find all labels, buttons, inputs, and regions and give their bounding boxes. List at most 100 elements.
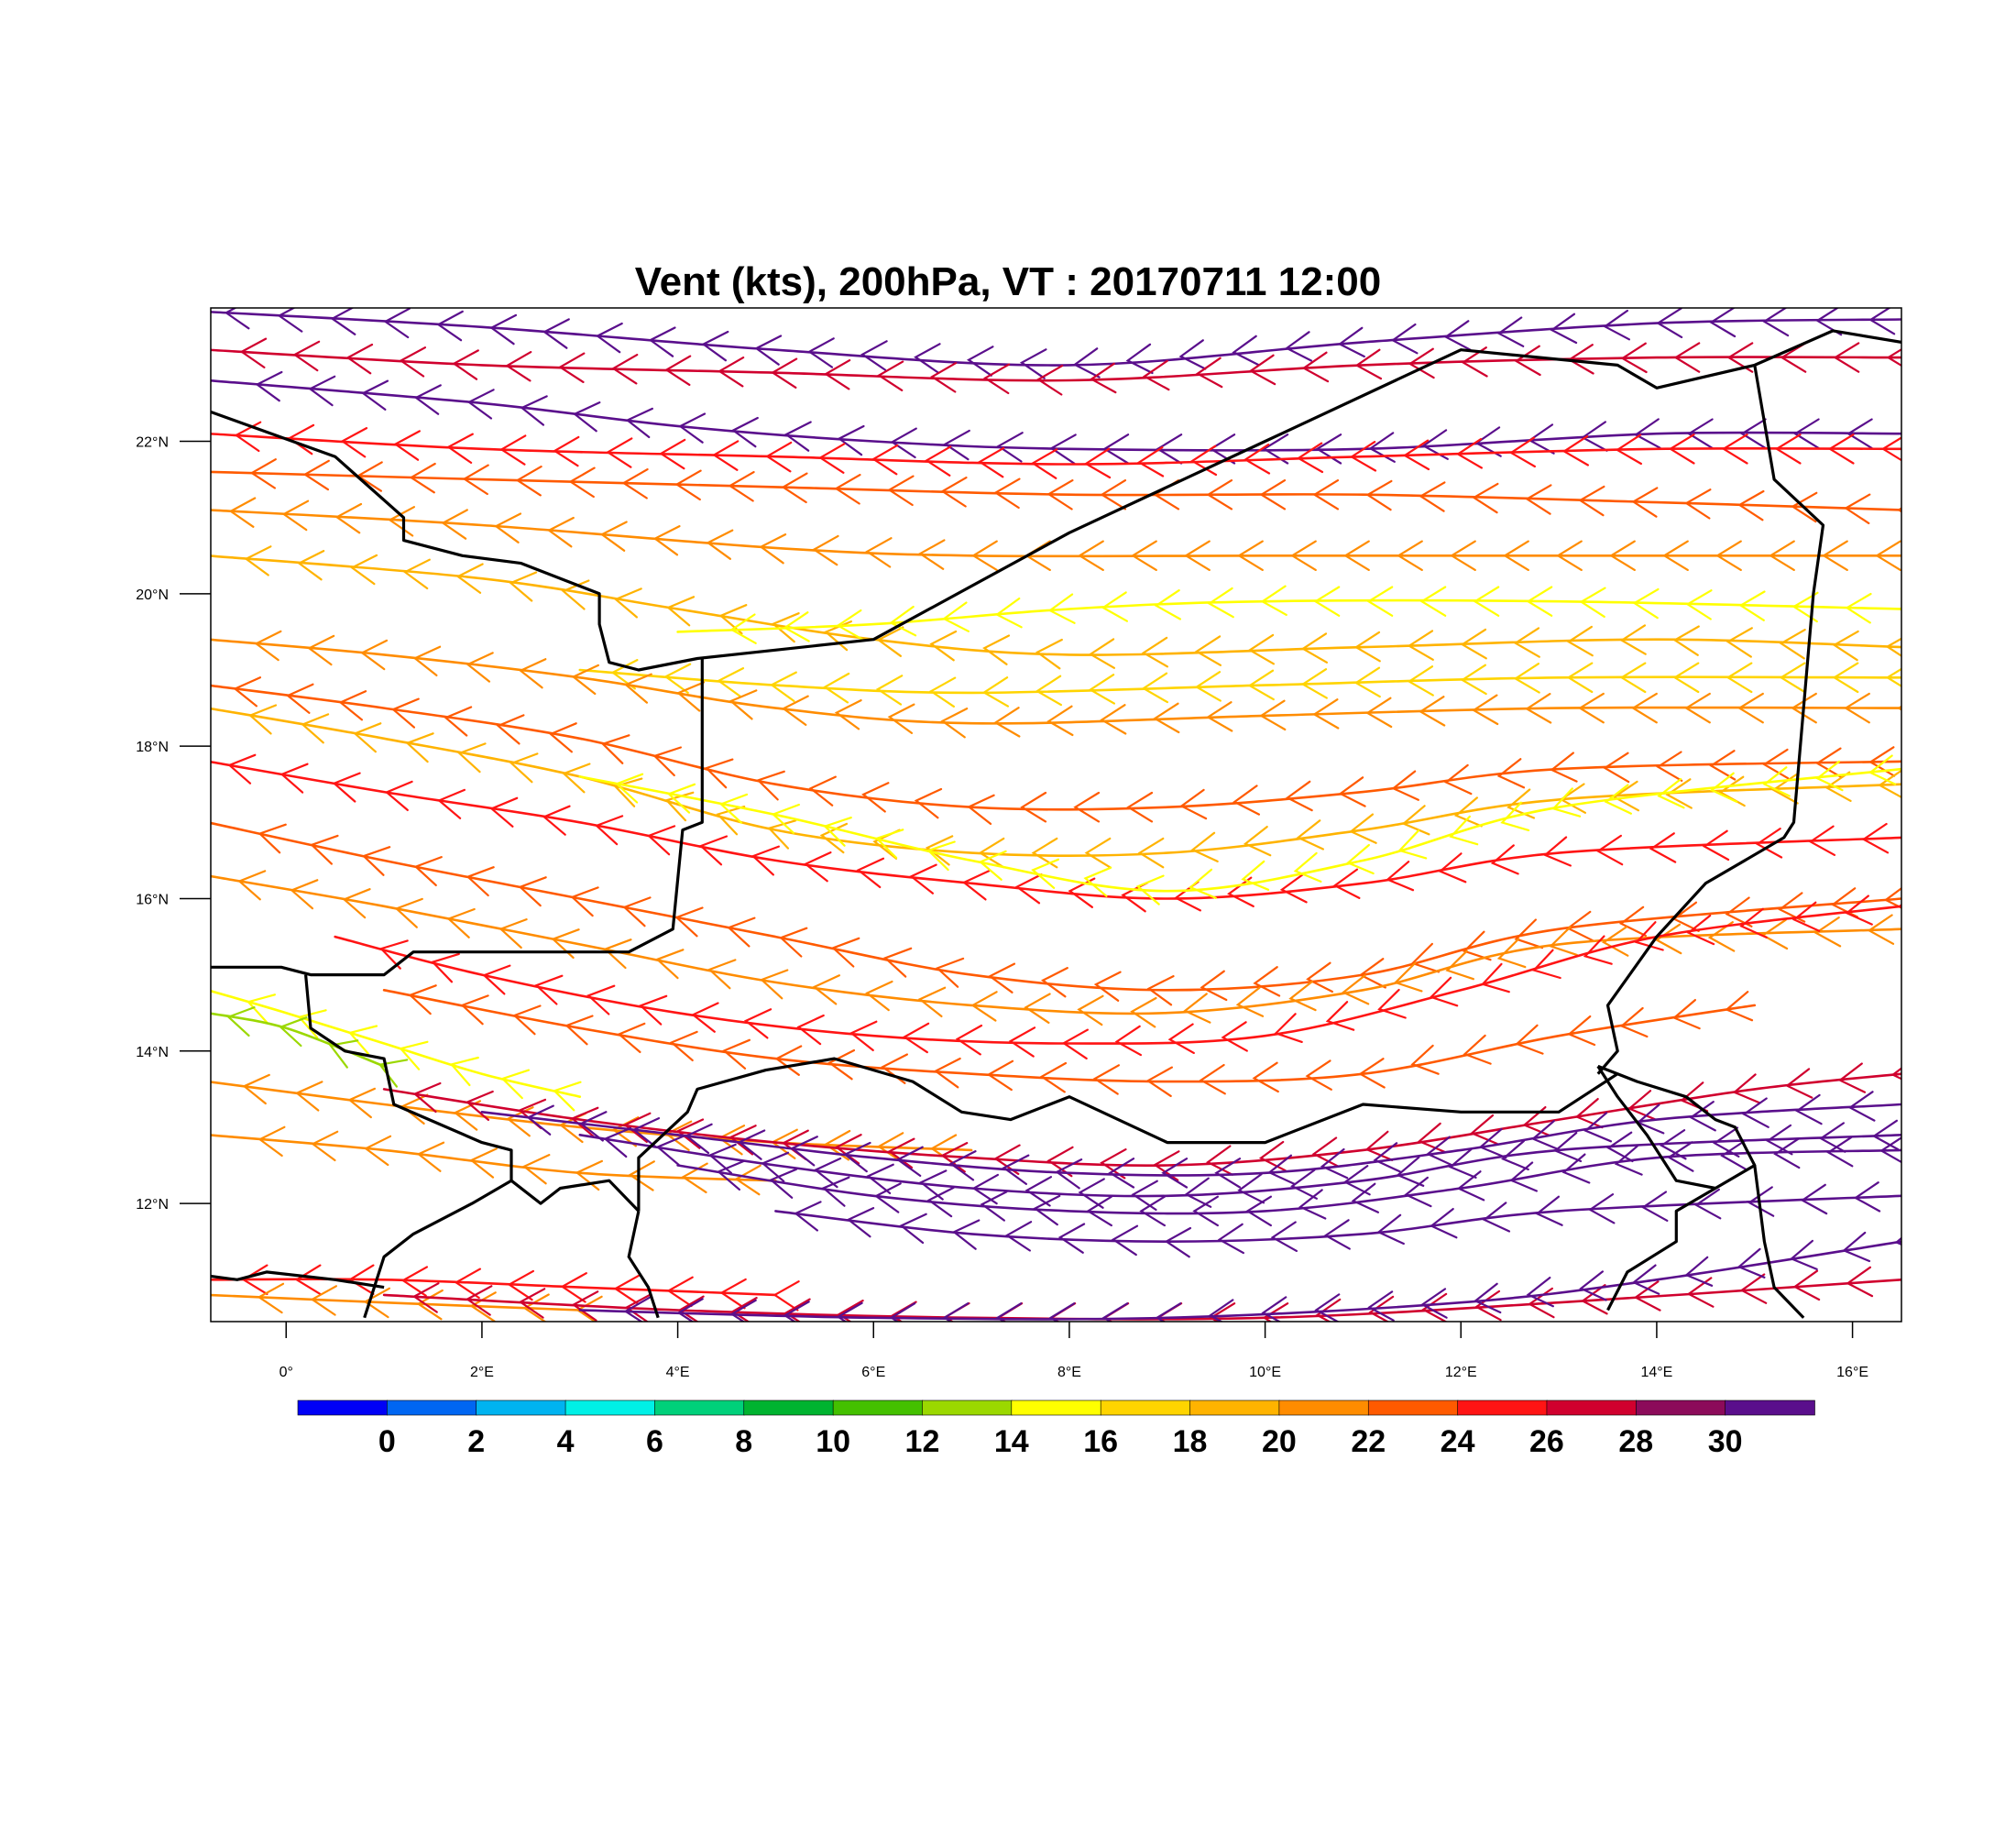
wind-chevron	[1368, 432, 1396, 463]
wind-chevron	[1578, 485, 1605, 517]
wind-chevron	[1463, 930, 1492, 961]
wind-chevron	[926, 840, 956, 872]
wind-chevron	[1496, 316, 1525, 347]
streamline	[211, 509, 1901, 558]
wind-chevron	[716, 806, 746, 836]
wind-chevron	[1472, 482, 1499, 514]
wind-chevron	[743, 1008, 772, 1039]
wind-chevron	[1154, 589, 1181, 620]
wind-chevron	[408, 984, 437, 1015]
colorbar-swatch	[1546, 1399, 1638, 1416]
border-niger-chad	[1596, 365, 1825, 1075]
wind-chevron	[412, 645, 442, 676]
wind-chevron	[772, 1280, 800, 1312]
wind-chevron	[1444, 763, 1473, 796]
wind-chevron	[804, 851, 832, 883]
wind-chevron	[996, 432, 1024, 463]
chart-title: Vent (kts), 200hPa, VT : 20170711 12:00	[635, 259, 1381, 304]
wind-chevron	[729, 1299, 757, 1322]
wind-chevron	[1349, 441, 1377, 472]
wind-chevron	[520, 395, 548, 426]
wind-chevron	[1365, 479, 1393, 511]
wind-chevron	[1583, 935, 1613, 965]
wind-chevron	[1274, 1013, 1303, 1043]
wind-chevron	[970, 991, 998, 1022]
wind-chevron	[666, 1276, 694, 1308]
wind-chevron	[1296, 442, 1324, 474]
streamline	[211, 433, 1901, 466]
border-algeria-niger-mali	[211, 329, 1901, 672]
wind-chevron	[761, 1151, 790, 1182]
colorbar-swatch	[1457, 1399, 1548, 1416]
wind-chevron	[1365, 697, 1393, 729]
streamlines-layer	[211, 308, 1901, 1322]
wind-chevron	[1726, 627, 1753, 658]
wind-chevron	[669, 1030, 698, 1061]
wind-chevron	[552, 1081, 582, 1112]
wind-chevron	[1689, 1101, 1716, 1132]
wind-chevron	[606, 437, 633, 468]
wind-chevron	[701, 330, 729, 362]
wind-chevron	[579, 1111, 608, 1142]
wind-chevron	[378, 939, 409, 970]
wind-chevron	[1267, 1154, 1296, 1185]
wind-chevron	[345, 343, 374, 375]
wind-chevron	[1178, 339, 1207, 370]
wind-chevron	[940, 477, 968, 508]
wind-chevron	[297, 1009, 327, 1039]
wind-chevron	[1046, 705, 1074, 737]
wind-chevron	[1346, 843, 1375, 875]
wind-chevron	[1232, 335, 1260, 367]
wind-chevron	[895, 1146, 924, 1177]
wind-chevron	[1897, 507, 1901, 513]
wind-chevron	[722, 1038, 751, 1070]
wind-chevron	[1450, 540, 1476, 571]
wind-chevron	[676, 1298, 704, 1322]
wind-chevron	[1301, 351, 1330, 383]
wind-chevron	[860, 340, 888, 371]
wind-chevron	[1601, 926, 1629, 957]
lon-tick-label: 2°E	[470, 1365, 494, 1380]
wind-chevron	[1083, 447, 1112, 479]
wind-chevron	[1709, 750, 1737, 781]
wind-chevron	[1323, 1219, 1351, 1250]
colorbar-swatch	[1100, 1399, 1191, 1416]
wind-chevron	[1815, 747, 1843, 778]
wind-chevron	[1410, 942, 1441, 973]
wind-chevron	[1300, 632, 1328, 664]
wind-chevron	[507, 1269, 534, 1301]
wind-chevron	[1885, 637, 1901, 657]
colorbar-label: 18	[1173, 1424, 1208, 1459]
wind-chevron	[500, 1069, 531, 1100]
wind-chevron	[918, 539, 946, 570]
wind-chevron	[413, 384, 442, 415]
wind-chevron	[1376, 1213, 1405, 1246]
wind-chevron	[808, 775, 837, 807]
wind-chevron	[866, 1163, 894, 1194]
wind-chevron	[350, 554, 378, 586]
wind-chevron	[836, 1301, 863, 1322]
wind-chevron	[611, 354, 639, 385]
wind-chevron	[1791, 692, 1817, 724]
wind-chevron	[505, 351, 532, 382]
wind-chevron	[1740, 418, 1767, 449]
streamline	[211, 1278, 777, 1297]
colorbar-swatch	[1635, 1399, 1726, 1416]
wind-chevron	[1189, 868, 1217, 899]
wind-chevron	[1847, 1091, 1876, 1122]
streamline	[211, 1081, 973, 1152]
wind-chevron	[1566, 625, 1594, 657]
wind-chevron	[1660, 1129, 1687, 1160]
wind-chevron	[542, 805, 571, 836]
wind-chevron	[628, 1160, 655, 1191]
wind-chevron	[1407, 630, 1434, 661]
wind-chevron	[342, 888, 371, 919]
wind-chevron	[1214, 1158, 1242, 1189]
lon-tick-label: 10°E	[1249, 1365, 1281, 1380]
wind-chevron	[542, 318, 570, 349]
wind-chevron	[1762, 748, 1790, 780]
wind-chevron	[1765, 1124, 1793, 1156]
wind-chevron	[986, 1059, 1014, 1092]
wind-chevron	[707, 959, 737, 990]
wind-chevron	[1373, 1142, 1401, 1173]
